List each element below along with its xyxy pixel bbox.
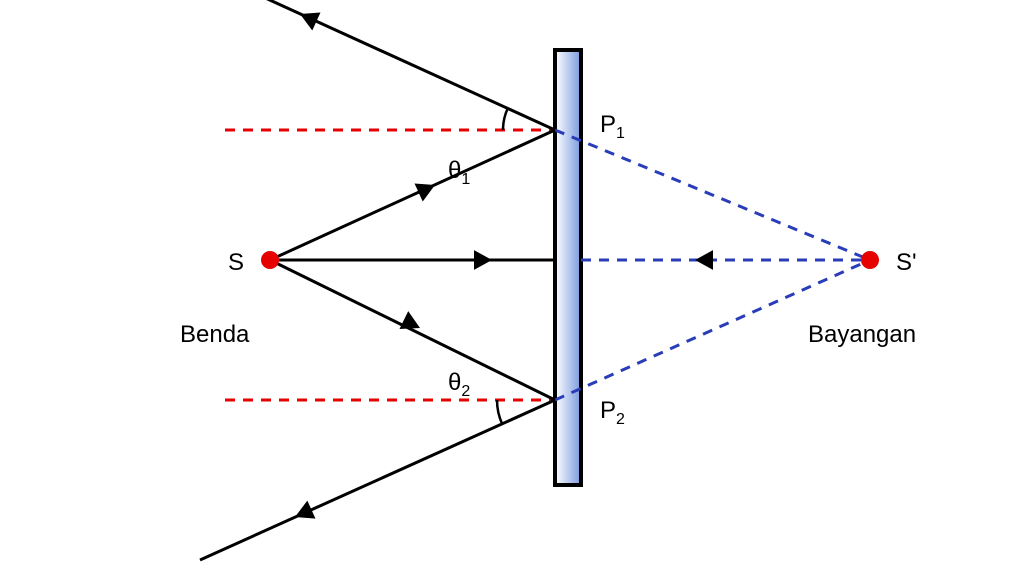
point-s [261,251,279,269]
label-s: S [228,249,244,276]
label-bayangan: Bayangan [808,321,916,348]
label-p1: P1 [600,111,625,142]
incident-ray-2 [270,260,555,400]
incident-ray-1 [270,130,555,260]
mirror [555,50,581,485]
angle-arc-2 [497,400,502,424]
reflection-diagram: S S' Benda Bayangan P1 P2 θ1 θ2 [0,0,1024,576]
reflected-ray-1 [160,0,555,130]
label-theta2: θ2 [448,369,470,400]
label-s-prime: S' [896,249,917,276]
label-benda: Benda [180,321,250,348]
angle-arc-1 [503,109,507,130]
reflected-ray-2 [200,400,555,560]
point-s-prime [861,251,879,269]
label-theta1: θ1 [448,157,470,188]
virtual-ray-p1 [555,130,870,260]
label-p2: P2 [600,397,625,428]
